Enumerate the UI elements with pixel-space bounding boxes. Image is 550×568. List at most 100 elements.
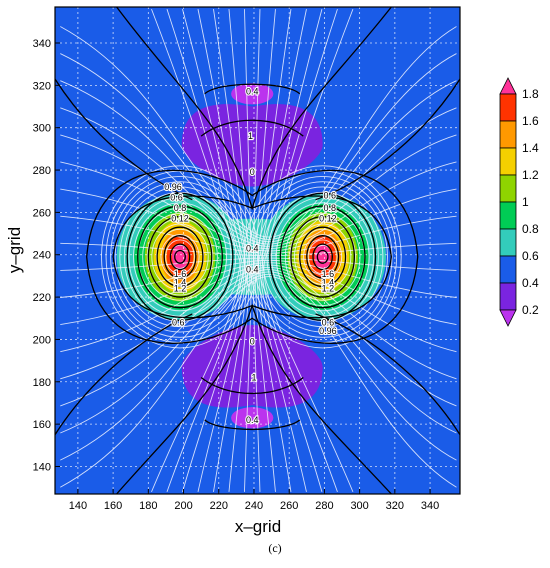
x-tick-label-260: 260 bbox=[280, 500, 298, 512]
x-tick-label-340: 340 bbox=[421, 500, 439, 512]
contour-label-4: 0.6 bbox=[170, 193, 183, 203]
contour-diag-top bbox=[116, 7, 392, 211]
right-peak-fill-6 bbox=[314, 244, 331, 270]
right-contour-6 bbox=[269, 192, 377, 322]
contour-label-23: 0.4 bbox=[246, 415, 259, 425]
left-contour-0 bbox=[174, 249, 186, 264]
stream-horizontal-6 bbox=[60, 262, 457, 326]
stream-horizontal-16 bbox=[60, 53, 457, 240]
y-tick-label-180: 180 bbox=[33, 377, 51, 389]
contour-label-19: 0.6 bbox=[322, 317, 335, 327]
x-tick-label-160: 160 bbox=[104, 500, 122, 512]
right-swirl-2 bbox=[307, 239, 338, 275]
y-axis-label: y–grid bbox=[5, 227, 24, 273]
contour-label-11: 0.4 bbox=[246, 265, 259, 275]
right-swirl-7 bbox=[284, 212, 361, 301]
right-swirl-16 bbox=[243, 165, 402, 349]
contour-label-16: 1.4 bbox=[322, 277, 335, 287]
stream-horizontal-14 bbox=[60, 107, 457, 245]
x-tick-label-140: 140 bbox=[69, 500, 87, 512]
stream-horizontal-11 bbox=[60, 188, 457, 252]
colorbar-label-7: 0.4 bbox=[522, 276, 539, 290]
contour-label-8: 0.8 bbox=[323, 203, 336, 213]
contour-label-0: 0.4 bbox=[246, 87, 259, 97]
stream-horizontal-0 bbox=[60, 276, 457, 488]
left-swirl-16 bbox=[101, 165, 260, 349]
stream-vertical-5 bbox=[228, 9, 250, 492]
y-tick-label-260: 260 bbox=[33, 207, 51, 219]
colorbar-label-1: 1.6 bbox=[522, 114, 539, 128]
fill-purple-bottom-tip bbox=[231, 407, 274, 429]
stream-horizontal-12 bbox=[60, 161, 457, 249]
contour-label-15: 1.6 bbox=[322, 269, 335, 279]
left-swirl-9 bbox=[133, 202, 227, 312]
contour-label-21: 0 bbox=[250, 337, 255, 347]
right-contour-2 bbox=[306, 235, 340, 279]
contour-label-12: 1.6 bbox=[174, 269, 187, 279]
stream-vertical-10 bbox=[258, 9, 307, 492]
y-tick-label-280: 280 bbox=[33, 165, 51, 177]
right-swirl-9 bbox=[275, 202, 370, 312]
contour-label-18: 0.6 bbox=[172, 317, 185, 327]
colorbar-label-0: 1.8 bbox=[522, 87, 539, 101]
colorbar-segment-3 bbox=[499, 147, 517, 176]
y-tick-label-300: 300 bbox=[33, 123, 51, 135]
x-tick-label-320: 320 bbox=[386, 500, 404, 512]
left-contour-1 bbox=[169, 243, 191, 271]
colorbar-label-4: 1 bbox=[522, 195, 529, 209]
left-swirl-4 bbox=[155, 228, 205, 285]
colorbar-bottom-arrow bbox=[499, 309, 517, 327]
contour-arc-br bbox=[315, 313, 460, 436]
contour-label-13: 1.4 bbox=[174, 277, 187, 287]
colorbar-label-6: 0.6 bbox=[522, 249, 539, 263]
contour-label-7: 0.6 bbox=[323, 190, 336, 200]
y-tick-label-240: 240 bbox=[33, 250, 51, 262]
right-contour-3 bbox=[299, 226, 347, 288]
stream-horizontal-9 bbox=[60, 242, 457, 257]
left-swirl-3 bbox=[160, 234, 200, 280]
contour-label-9: 0.12 bbox=[319, 214, 337, 224]
colorbar-label-3: 1.2 bbox=[522, 168, 539, 182]
colorbar: 1.8 1.6 1.4 1.2 1 0.8 0.6 0.4 0.2 bbox=[499, 77, 539, 327]
contour-diag-bottom bbox=[116, 303, 392, 494]
contour-arc-bl bbox=[55, 313, 193, 436]
fill-purple-top-tip bbox=[231, 83, 274, 105]
contour-label-6: 0.12 bbox=[171, 214, 189, 224]
colorbar-segment-7 bbox=[499, 255, 517, 284]
right-contour-4 bbox=[290, 215, 355, 298]
contour-label-17: 1.2 bbox=[322, 284, 335, 294]
left-contour-3 bbox=[156, 226, 204, 288]
stream-horizontal-17 bbox=[60, 26, 457, 238]
stream-horizontal-7 bbox=[60, 259, 457, 298]
contour-lines bbox=[55, 7, 460, 494]
contour-label-2: 0 bbox=[250, 167, 255, 177]
left-swirl-2 bbox=[165, 239, 195, 275]
stream-vertical-0 bbox=[151, 8, 242, 493]
right-swirl-4 bbox=[298, 228, 347, 285]
x-axis-label: x–grid bbox=[235, 517, 281, 536]
x-tick-label-240: 240 bbox=[245, 500, 263, 512]
stream-vertical-2 bbox=[182, 9, 245, 493]
colorbar-segment-5 bbox=[499, 201, 517, 230]
contour-top-04 bbox=[204, 83, 301, 95]
plot-frame bbox=[54, 6, 461, 495]
fill-purple-top bbox=[181, 104, 323, 187]
right-contour-0 bbox=[316, 249, 329, 264]
streamlines bbox=[60, 8, 457, 493]
x-tick-label-180: 180 bbox=[139, 500, 157, 512]
left-contour-4 bbox=[147, 215, 213, 298]
stream-vertical-4 bbox=[213, 9, 249, 492]
stream-horizontal-3 bbox=[60, 269, 457, 407]
y-tick-label-200: 200 bbox=[33, 334, 51, 346]
colorbar-label-5: 0.8 bbox=[522, 222, 539, 236]
y-tick-label-160: 160 bbox=[33, 419, 51, 431]
stream-vertical-3 bbox=[197, 9, 247, 492]
right-contour-1 bbox=[312, 243, 333, 271]
y-axis-ticks: 140 160 180 200 220 240 260 280 300 320 340 bbox=[33, 38, 60, 473]
left-contour-2 bbox=[163, 235, 197, 279]
right-contour-5 bbox=[279, 205, 366, 309]
contour-bottom-04 bbox=[204, 419, 301, 430]
left-swirl-7 bbox=[142, 212, 218, 301]
x-axis-ticks: 140 160 180 200 220 240 260 280 300 320 340 bbox=[69, 489, 439, 512]
contour-labels: 0.4100.960.60.80.120.60.80.120.40.41.61.… bbox=[163, 86, 338, 426]
